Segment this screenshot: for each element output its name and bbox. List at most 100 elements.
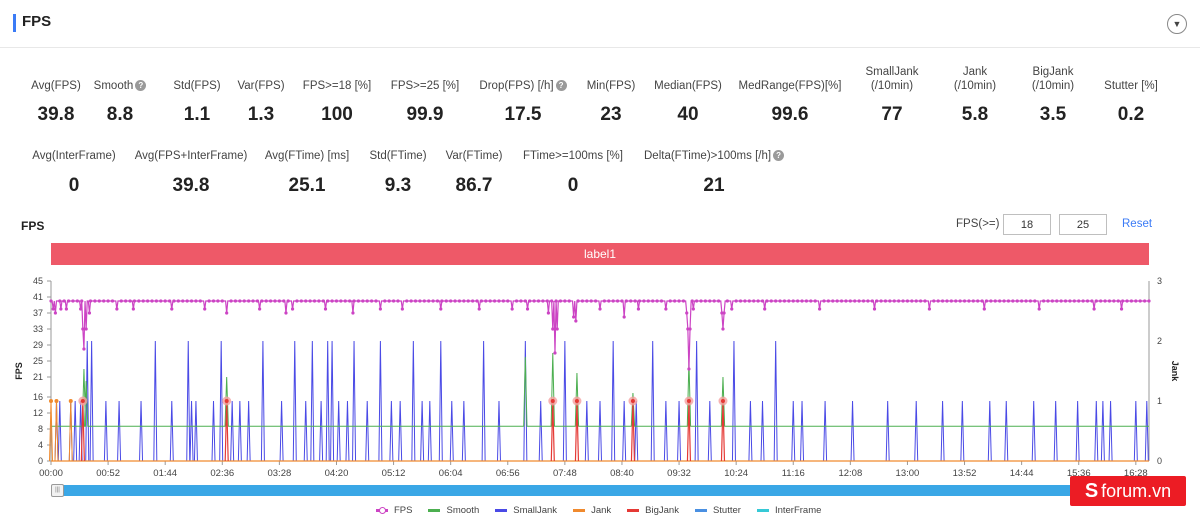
fps-point xyxy=(53,311,57,315)
metric-label: SmallJank xyxy=(865,66,919,78)
legend-item[interactable]: SmallJank xyxy=(495,503,557,517)
legend-swatch xyxy=(428,508,441,512)
fps-point xyxy=(541,299,545,303)
legend-item[interactable]: Stutter xyxy=(694,503,741,517)
legend-item[interactable]: BigJank xyxy=(627,503,679,517)
fps-point xyxy=(87,311,92,315)
legend-item[interactable]: InterFrame xyxy=(756,503,821,517)
metric-label: Std(FPS) xyxy=(173,80,221,92)
fps-point xyxy=(1011,299,1015,303)
fps-point xyxy=(374,299,378,303)
label-band[interactable]: label1 xyxy=(51,243,1149,265)
fps-point xyxy=(958,299,962,303)
row1-metric: Var(FPS) 1.3 xyxy=(191,79,331,125)
fps-point xyxy=(555,327,559,331)
fps-point xyxy=(532,299,536,303)
fps-point xyxy=(203,307,207,311)
legend-label: Stutter xyxy=(712,504,741,516)
metric-label: FPS>=25 [%] xyxy=(390,80,460,92)
grip-icon[interactable]: ||| xyxy=(51,484,64,497)
fps-point xyxy=(132,299,137,303)
fps-point xyxy=(449,299,453,303)
smalljank-spike xyxy=(398,400,403,462)
fps-point xyxy=(431,299,435,303)
fps-point xyxy=(154,299,159,303)
fps-point xyxy=(743,299,747,303)
x-tick-label: 00:00 xyxy=(39,468,63,479)
help-icon[interactable]: ? xyxy=(773,150,785,161)
fps-point xyxy=(444,299,448,303)
metric-label-unit: (/10min) xyxy=(953,80,997,92)
y-tick-label: 45 xyxy=(33,276,43,286)
smalljank-spike xyxy=(622,400,627,462)
bigjank-point xyxy=(224,399,229,403)
fps-point xyxy=(323,307,328,311)
metric-value: 40 xyxy=(677,104,699,125)
smalljank-spike xyxy=(1031,400,1036,462)
smalljank-spike xyxy=(260,340,265,462)
reset-link[interactable]: Reset xyxy=(1122,218,1153,230)
fps-point xyxy=(567,299,571,303)
fps-point xyxy=(128,299,132,303)
fps-point xyxy=(115,307,119,311)
fps-point xyxy=(1072,299,1076,303)
threshold-high-input[interactable] xyxy=(1059,214,1107,235)
row2-metric: Delta(FTime)>100ms [/h]? 21 xyxy=(644,149,785,196)
section-title: FPS xyxy=(22,13,52,30)
smalljank-spike xyxy=(153,340,158,462)
fps-point xyxy=(343,299,347,303)
y-tick-label: 0 xyxy=(38,456,43,466)
y-tick-label: 29 xyxy=(33,340,43,350)
fps-point xyxy=(1107,299,1112,303)
help-icon[interactable]: ? xyxy=(135,80,147,91)
help-icon[interactable]: ? xyxy=(555,80,567,91)
threshold-low-input[interactable] xyxy=(1003,214,1051,235)
smalljank-spike xyxy=(336,400,341,462)
fps-point xyxy=(150,299,154,303)
fps-point xyxy=(892,299,896,303)
smalljank-spike xyxy=(292,340,297,462)
fps-point xyxy=(255,299,260,303)
fps-point xyxy=(233,299,238,303)
legend-item[interactable]: Smooth xyxy=(428,503,479,517)
smalljank-spike xyxy=(427,400,432,462)
x-tick-label: 03:28 xyxy=(267,468,291,479)
fps-point xyxy=(356,299,361,303)
legend-item[interactable]: Jank xyxy=(573,503,611,517)
fps-point xyxy=(58,299,62,303)
smalljank-spike xyxy=(345,400,350,462)
smalljank-spike xyxy=(117,400,122,462)
bigjank-point xyxy=(720,399,725,403)
smalljank-spike xyxy=(89,340,94,462)
fps-point xyxy=(427,299,431,303)
fps-point xyxy=(269,299,273,303)
fps-point xyxy=(525,307,530,311)
fps-point xyxy=(439,307,443,311)
fps-point xyxy=(554,299,558,303)
fps-point xyxy=(170,307,174,311)
row2-metric: Var(FTime) 86.7 xyxy=(404,149,544,196)
row1-metric: SmallJank (/10min) 77 xyxy=(822,65,962,125)
fps-point xyxy=(1055,299,1059,303)
smalljank-spike xyxy=(139,400,144,462)
fps-point xyxy=(334,299,339,303)
metric-label: Drop(FPS) [/h]? xyxy=(453,79,593,93)
fps-point xyxy=(66,299,71,303)
fps-point xyxy=(220,299,224,303)
fps-point xyxy=(826,299,830,303)
fps-point xyxy=(295,299,299,303)
fps-point xyxy=(1006,299,1011,303)
fps-point xyxy=(1099,299,1103,303)
jank-spike xyxy=(68,400,73,462)
fps-point xyxy=(1015,299,1019,303)
fps-point xyxy=(422,299,426,303)
fps-point xyxy=(989,299,993,303)
row1-metric: Smooth? 8.8 xyxy=(50,79,190,125)
legend-swatch xyxy=(495,508,508,512)
time-range-slider[interactable]: ||| xyxy=(51,484,1149,497)
fps-point xyxy=(137,299,141,303)
legend-item[interactable]: FPS xyxy=(376,503,412,517)
chevron-down-icon[interactable]: ▼ xyxy=(1167,14,1187,34)
x-tick-label: 06:04 xyxy=(439,468,463,479)
